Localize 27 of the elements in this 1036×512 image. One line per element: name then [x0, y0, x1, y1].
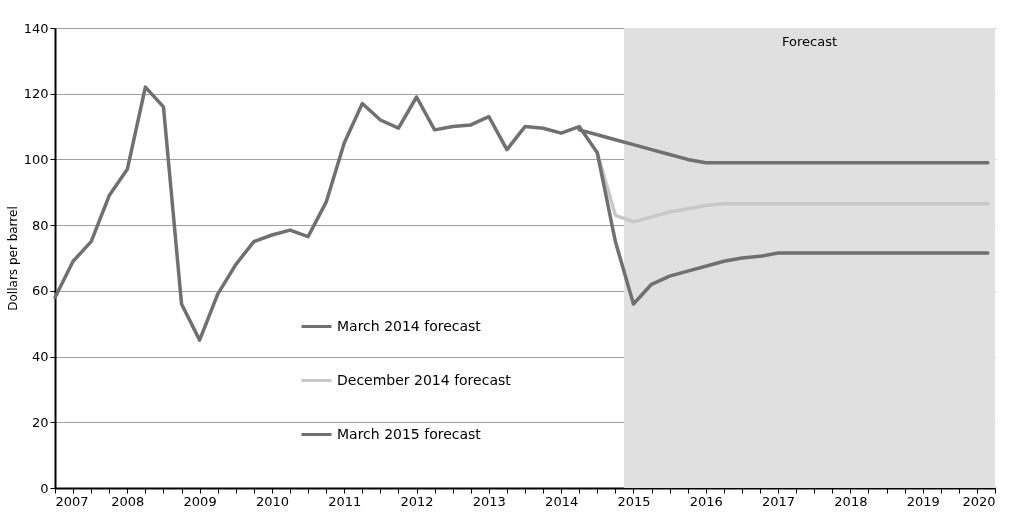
- x-tick-label: 2007: [55, 493, 89, 509]
- legend-label: December 2014 forecast: [337, 371, 512, 388]
- x-tick-label: 2014: [545, 493, 579, 509]
- x-tick-label: 2018: [834, 493, 868, 509]
- y-axis-title: Dollars per barrel: [5, 206, 20, 311]
- legend-label: March 2014 forecast: [337, 317, 482, 334]
- x-tick-label: 2020: [962, 493, 996, 509]
- y-tick-label: 40: [31, 349, 49, 365]
- x-tick-label: 2019: [906, 493, 940, 509]
- band-label: Forecast: [782, 34, 838, 49]
- x-tick-label: 2012: [400, 493, 434, 509]
- x-tick-label: 2016: [689, 493, 723, 509]
- x-tick-label: 2013: [472, 493, 506, 509]
- y-tick-label: 100: [23, 151, 49, 167]
- y-tick-label: 0: [40, 480, 49, 496]
- y-tick-label: 60: [31, 283, 49, 299]
- legend-label: March 2015 forecast: [337, 425, 482, 442]
- y-tick-label: 120: [23, 86, 49, 102]
- x-tick-label: 2015: [617, 493, 651, 509]
- x-tick-label: 2010: [255, 493, 289, 509]
- y-tick-label: 80: [31, 217, 49, 233]
- x-tick-label: 2009: [183, 493, 217, 509]
- x-tick-label: 2017: [762, 493, 796, 509]
- x-tick-label: 2008: [111, 493, 145, 509]
- y-tick-label: 20: [31, 414, 49, 430]
- y-tick-label: 140: [23, 20, 49, 36]
- x-tick-label: 2011: [328, 493, 362, 509]
